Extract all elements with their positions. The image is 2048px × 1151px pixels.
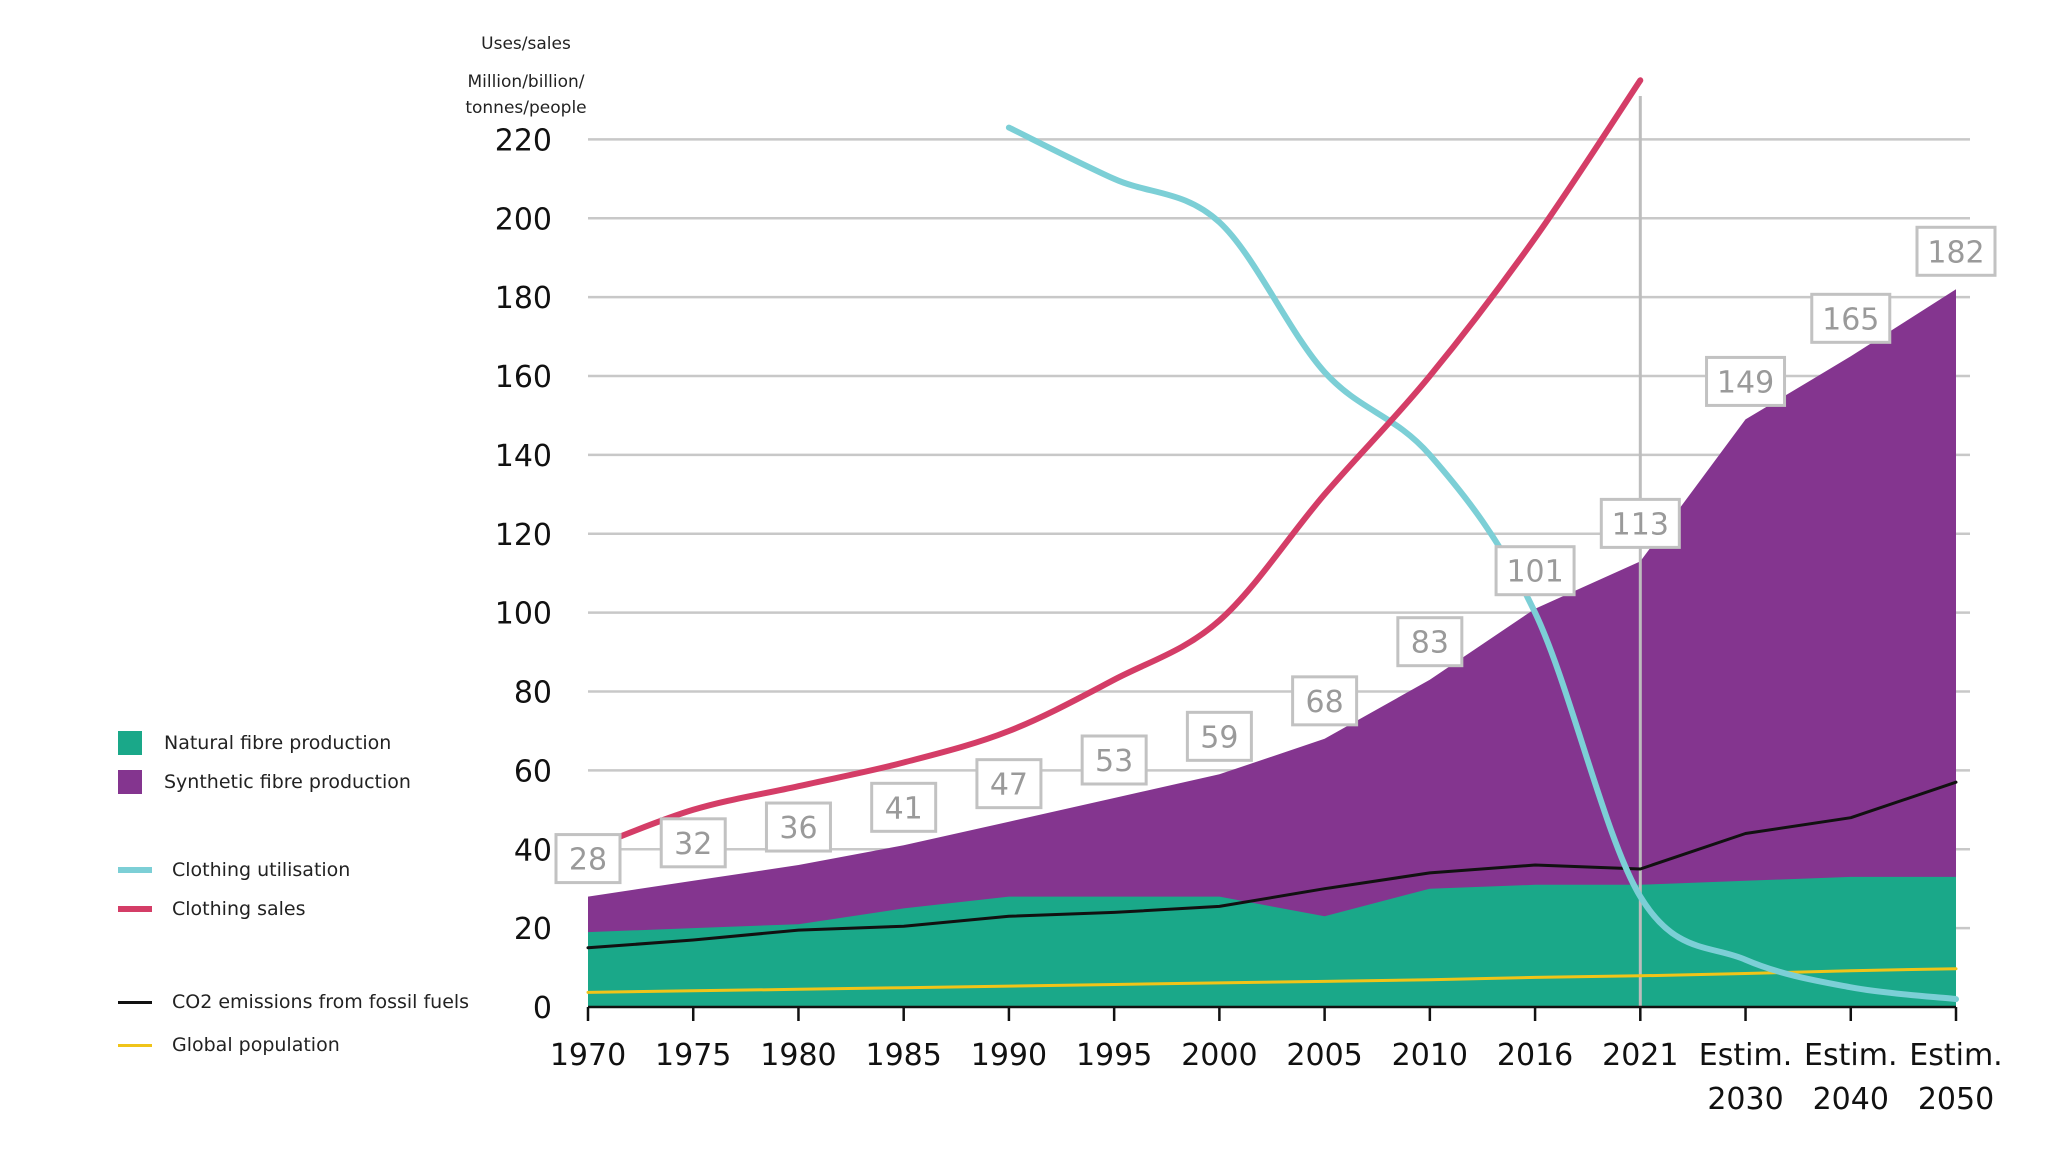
- x-tick-label-12-1: 2040: [1813, 1082, 1889, 1117]
- legend-label-natural-fibre: Natural fibre production: [164, 732, 392, 754]
- data-label-box-113: [1599, 497, 1681, 549]
- x-tick-label-9: 2016: [1497, 1038, 1573, 1073]
- legend-item-clothing-utilisation: Clothing utilisation: [118, 855, 538, 885]
- data-label-28: 28: [554, 833, 622, 885]
- data-label-text-28: 28: [569, 843, 607, 878]
- y-tick-label-160: 160: [495, 360, 552, 395]
- x-tick-label-6: 2000: [1181, 1038, 1257, 1073]
- line-co2-emissions-from-fossil-fuels: [586, 780, 1958, 950]
- y-axis-label-line-2: Million/billion/: [467, 72, 585, 92]
- data-label-box-68: [1291, 675, 1359, 727]
- legend-item-co2-emissions: CO2 emissions from fossil fuels: [118, 987, 538, 1017]
- y-axis-label-line-3: tonnes/people: [465, 98, 587, 118]
- x-tick-label-11-1: 2030: [1707, 1082, 1783, 1117]
- x-tick-label-0: 1970: [550, 1038, 626, 1073]
- x-tick-label-4: 1990: [971, 1038, 1047, 1073]
- line-clothing-sales: [585, 77, 1644, 853]
- data-label-box-149: [1705, 355, 1787, 407]
- data-label-text-68: 68: [1306, 685, 1344, 720]
- line-global-population: [586, 967, 1958, 994]
- data-label-text-182: 182: [1927, 235, 1984, 270]
- x-tick-label-1: 1975: [655, 1038, 731, 1073]
- line-clothing-utilisation: [1005, 124, 1959, 1003]
- data-label-text-113: 113: [1612, 507, 1669, 542]
- y-tick-label-80: 80: [514, 676, 552, 711]
- x-tick-label-5: 1995: [1076, 1038, 1152, 1073]
- legend-item-natural-fibre: Natural fibre production: [118, 728, 538, 758]
- data-label-53: 53: [1080, 734, 1148, 786]
- data-label-text-165: 165: [1822, 302, 1879, 337]
- data-label-box-28: [554, 833, 622, 885]
- legend-label-co2-emissions: CO2 emissions from fossil fuels: [172, 991, 470, 1013]
- data-label-32: 32: [659, 817, 727, 869]
- y-tick-label-180: 180: [495, 281, 552, 316]
- y-tick-label-20: 20: [514, 912, 552, 947]
- x-tick-label-10: 2021: [1602, 1038, 1678, 1073]
- x-tick-label-12-0: Estim.: [1804, 1038, 1897, 1073]
- legend-label-clothing-sales: Clothing sales: [172, 898, 306, 920]
- data-label-box-182: [1915, 225, 1997, 277]
- data-label-text-47: 47: [990, 768, 1028, 803]
- data-label-box-41: [870, 781, 938, 833]
- data-label-41: 41: [870, 781, 938, 833]
- y-tick-label-140: 140: [495, 439, 552, 474]
- area-synthetic-fibre-production: [588, 289, 1956, 1007]
- legend-item-clothing-sales: Clothing sales: [118, 894, 538, 924]
- legend-line-co2-emissions: [118, 1000, 152, 1004]
- y-tick-label-200: 200: [495, 202, 552, 237]
- legend-label-synthetic-fibre: Synthetic fibre production: [164, 771, 411, 793]
- data-label-text-59: 59: [1200, 720, 1238, 755]
- legend-label-clothing-utilisation: Clothing utilisation: [172, 859, 351, 881]
- data-label-box-165: [1810, 292, 1892, 344]
- legend-line-clothing-utilisation: [118, 867, 152, 873]
- x-tick-label-8: 2010: [1392, 1038, 1468, 1073]
- legend-label-global-population: Global population: [172, 1034, 340, 1056]
- data-label-text-41: 41: [885, 791, 923, 826]
- legend-item-synthetic-fibre: Synthetic fibre production: [118, 767, 538, 797]
- data-label-box-53: [1080, 734, 1148, 786]
- data-label-101: 101: [1494, 545, 1576, 597]
- data-label-149: 149: [1705, 355, 1787, 407]
- y-tick-label-40: 40: [514, 833, 552, 868]
- data-label-83: 83: [1396, 616, 1464, 668]
- data-label-text-36: 36: [779, 811, 817, 846]
- legend-item-global-population: Global population: [118, 1030, 538, 1060]
- data-label-165: 165: [1810, 292, 1892, 344]
- y-tick-label-0: 0: [533, 991, 552, 1026]
- data-label-text-149: 149: [1717, 365, 1774, 400]
- x-tick-label-2: 1980: [760, 1038, 836, 1073]
- y-axis-label-line-1: Uses/sales: [481, 34, 571, 54]
- x-tick-label-13-0: Estim.: [1909, 1038, 2002, 1073]
- data-label-box-36: [764, 801, 832, 853]
- data-label-box-47: [975, 758, 1043, 810]
- y-tick-label-100: 100: [495, 597, 552, 632]
- x-tick-label-7: 2005: [1286, 1038, 1362, 1073]
- legend-line-clothing-sales: [118, 906, 152, 912]
- y-tick-label-60: 60: [514, 754, 552, 789]
- data-label-36: 36: [764, 801, 832, 853]
- data-label-text-32: 32: [674, 827, 712, 862]
- data-label-text-53: 53: [1095, 744, 1133, 779]
- data-label-47: 47: [975, 758, 1043, 810]
- data-label-text-83: 83: [1411, 626, 1449, 661]
- y-tick-label-120: 120: [495, 518, 552, 553]
- data-label-59: 59: [1185, 710, 1253, 762]
- data-label-182: 182: [1915, 225, 1997, 277]
- x-tick-label-13-1: 2050: [1918, 1082, 1994, 1117]
- data-label-text-101: 101: [1506, 555, 1563, 590]
- data-label-box-59: [1185, 710, 1253, 762]
- data-label-box-32: [659, 817, 727, 869]
- x-tick-label-11-0: Estim.: [1699, 1038, 1792, 1073]
- data-label-box-101: [1494, 545, 1576, 597]
- data-label-68: 68: [1291, 675, 1359, 727]
- data-label-113: 113: [1599, 497, 1681, 549]
- legend-swatch-natural-fibre: [118, 731, 142, 755]
- legend-swatch-synthetic-fibre: [118, 770, 142, 794]
- legend-line-global-population: [118, 1043, 152, 1047]
- y-tick-label-220: 220: [495, 123, 552, 158]
- data-label-box-83: [1396, 616, 1464, 668]
- area-natural-fibre-production: [588, 876, 1956, 1007]
- x-tick-label-3: 1985: [866, 1038, 942, 1073]
